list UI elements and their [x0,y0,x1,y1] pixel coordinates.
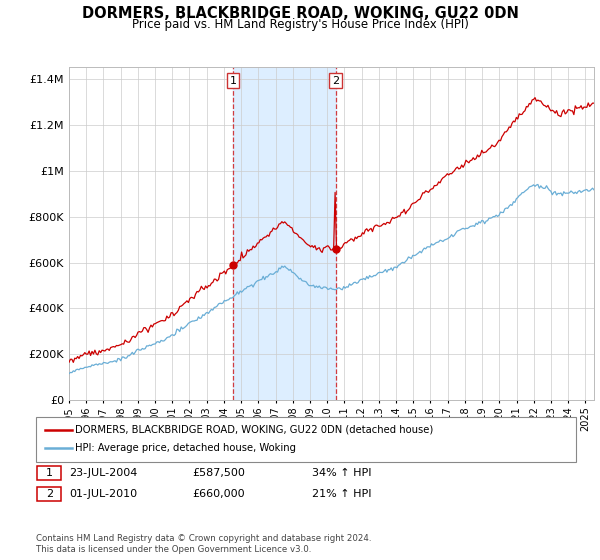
Text: 1: 1 [230,76,237,86]
Text: 34% ↑ HPI: 34% ↑ HPI [312,468,371,478]
Text: 21% ↑ HPI: 21% ↑ HPI [312,489,371,499]
Text: 01-JUL-2010: 01-JUL-2010 [69,489,137,499]
Text: DORMERS, BLACKBRIDGE ROAD, WOKING, GU22 0DN: DORMERS, BLACKBRIDGE ROAD, WOKING, GU22 … [82,6,518,21]
Text: Contains HM Land Registry data © Crown copyright and database right 2024.
This d: Contains HM Land Registry data © Crown c… [36,534,371,554]
Text: £587,500: £587,500 [192,468,245,478]
Text: 1: 1 [46,468,53,478]
Text: 23-JUL-2004: 23-JUL-2004 [69,468,137,478]
Text: 2: 2 [332,76,340,86]
Text: 2: 2 [46,489,53,499]
Text: £660,000: £660,000 [192,489,245,499]
Text: HPI: Average price, detached house, Woking: HPI: Average price, detached house, Woki… [75,443,296,453]
Text: Price paid vs. HM Land Registry's House Price Index (HPI): Price paid vs. HM Land Registry's House … [131,18,469,31]
Bar [233,67,336,400]
Text: DORMERS, BLACKBRIDGE ROAD, WOKING, GU22 0DN (detached house): DORMERS, BLACKBRIDGE ROAD, WOKING, GU22 … [75,424,433,435]
